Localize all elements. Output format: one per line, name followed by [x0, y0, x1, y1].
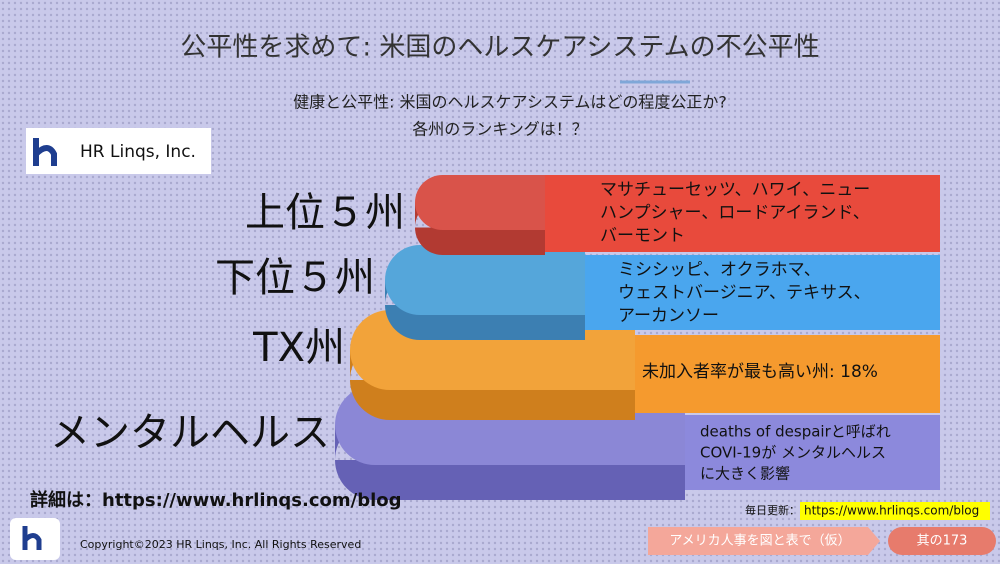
logo-box — [26, 128, 211, 174]
tier-text: ウェストバージニア、テキサス、 — [618, 283, 871, 303]
number-text: 其の173 — [917, 534, 968, 549]
tier-label: 下位５州 — [215, 255, 375, 301]
tier-text: バーモント — [600, 226, 685, 246]
update-label: 毎日更新： — [745, 503, 800, 517]
tier-text: マサチューセッツ、ハワイ、ニュー — [600, 180, 870, 200]
detail-link[interactable]: 詳細は：https://www.hrlinqs.com/blog — [30, 489, 402, 511]
update-url[interactable]: https://www.hrlinqs.com/blog — [804, 504, 979, 518]
logo-icon — [33, 138, 57, 166]
tier-band — [680, 415, 940, 490]
tier-band — [630, 335, 940, 413]
number-badge — [888, 527, 996, 555]
title: 公平性を求めて: 米国のヘルスケアシステムの不公平性 — [180, 33, 819, 63]
tier-label: 上位５州 — [245, 190, 405, 236]
tier-top — [385, 245, 585, 315]
tier-text: に大きく影響 — [700, 465, 790, 483]
url-highlight — [800, 502, 990, 520]
logo-text: HR Linqs, Inc. — [80, 142, 196, 162]
series-badge — [648, 527, 880, 555]
tier-top — [414, 175, 545, 230]
tier-text: deaths of despairと呼ばれ — [700, 423, 891, 441]
tier-text: ミシシッピ、オクラホマ、 — [618, 260, 821, 280]
tier-text: ハンプシャー、ロードアイランド、 — [600, 203, 870, 223]
tier-band — [580, 255, 940, 330]
series-text: アメリカ人事を図と表で（仮） — [669, 534, 850, 549]
subtitle: 各州のランキングは！？ — [412, 120, 588, 139]
tier-label: TX州 — [252, 325, 345, 371]
tier-text: 未加入者率が最も高い州: 18% — [642, 362, 878, 382]
copyright: Copyright©2023 HR Linqs, Inc. All Rights… — [80, 538, 361, 551]
footer-logo-icon — [22, 526, 42, 550]
tier-text: アーカンソー — [618, 306, 719, 326]
tier-text: COVI-19が メンタルヘルス — [700, 444, 886, 462]
subtitle: 健康と公平性: 米国のヘルスケアシステムはどの程度公正か? — [293, 93, 727, 112]
tier-label: メンタルヘルス — [50, 410, 330, 456]
tier-band — [540, 175, 940, 252]
footer-logo — [10, 518, 60, 560]
